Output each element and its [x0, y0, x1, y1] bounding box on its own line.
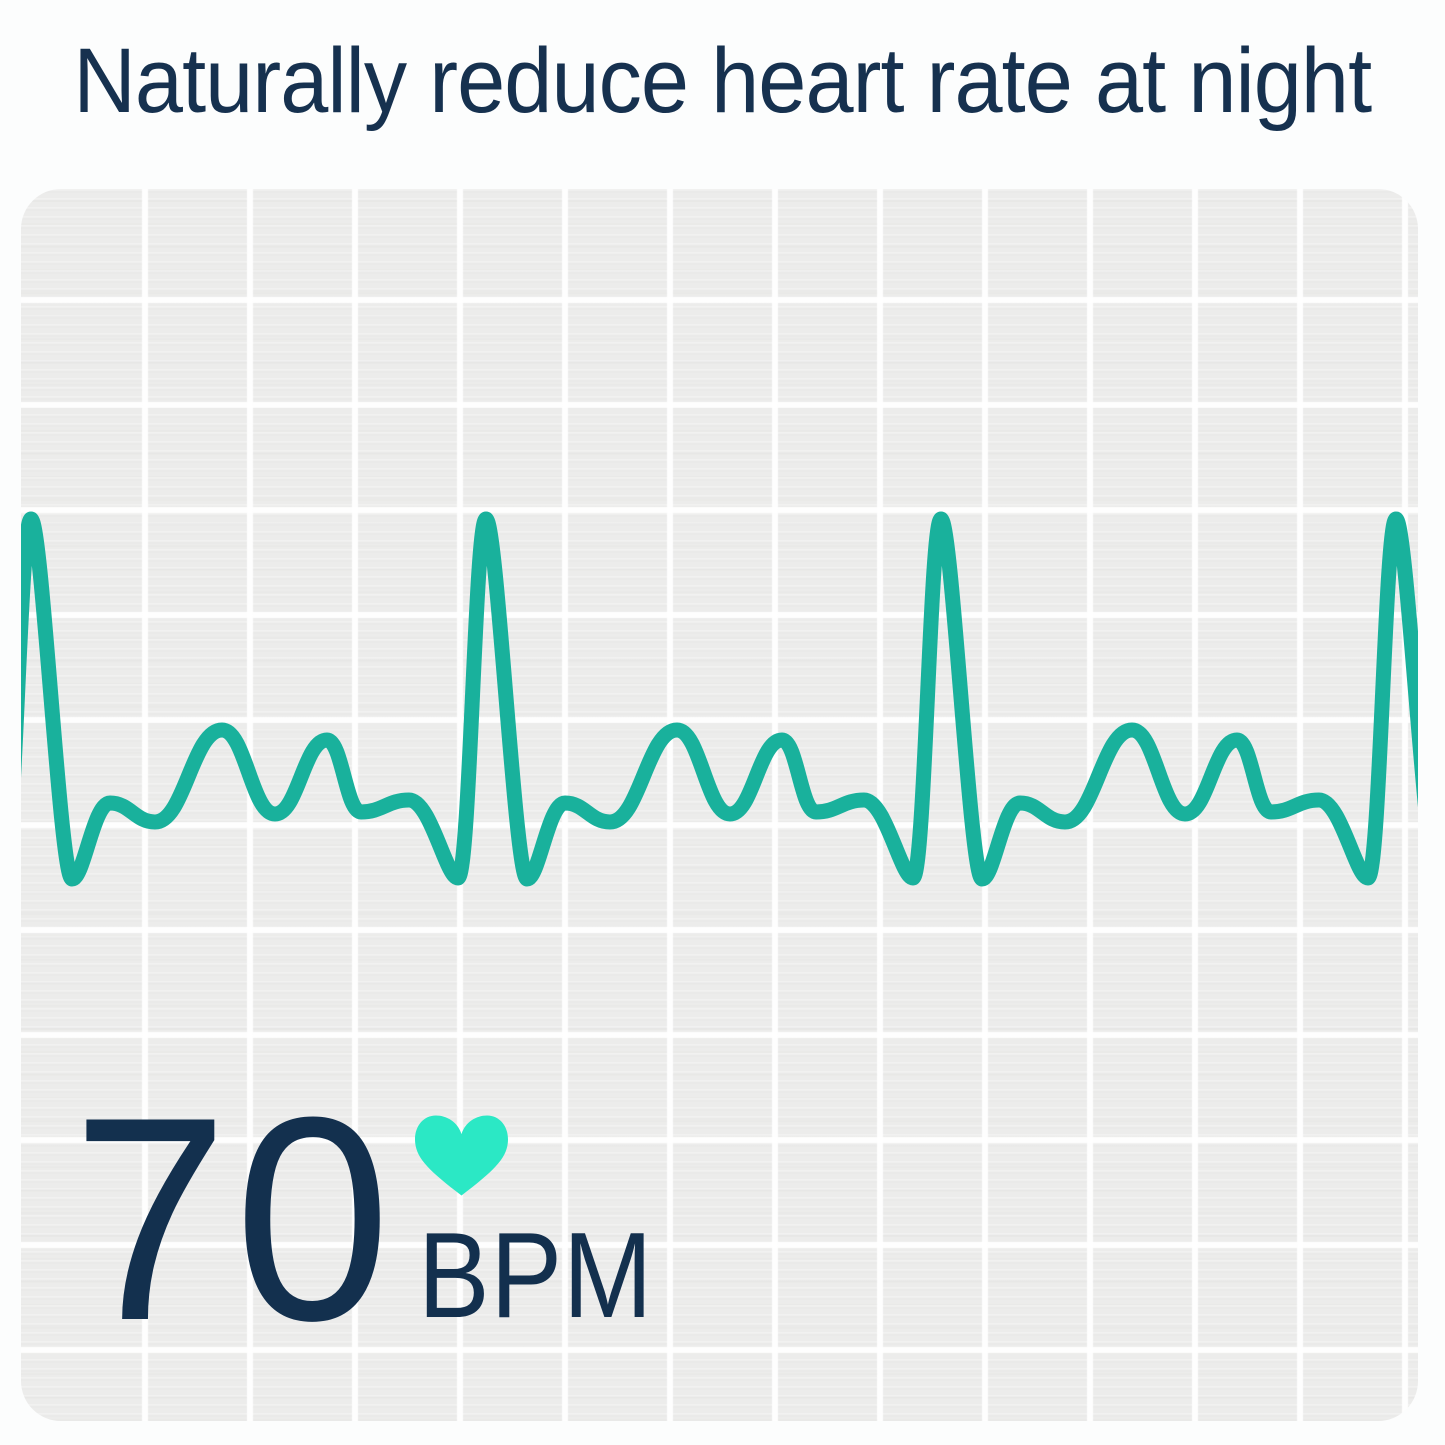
ecg-card: 70 BPM [21, 189, 1418, 1421]
page-title: Naturally reduce heart rate at night [73, 30, 1373, 132]
ecg-trace-chart [21, 511, 1418, 887]
heart-rate-value: 70 [72, 1057, 397, 1381]
heart-icon [415, 1115, 508, 1196]
header: Naturally reduce heart rate at night [0, 35, 1445, 127]
ecg-waveform-line [21, 511, 1418, 887]
heart-rate-unit: BPM [418, 1207, 654, 1343]
